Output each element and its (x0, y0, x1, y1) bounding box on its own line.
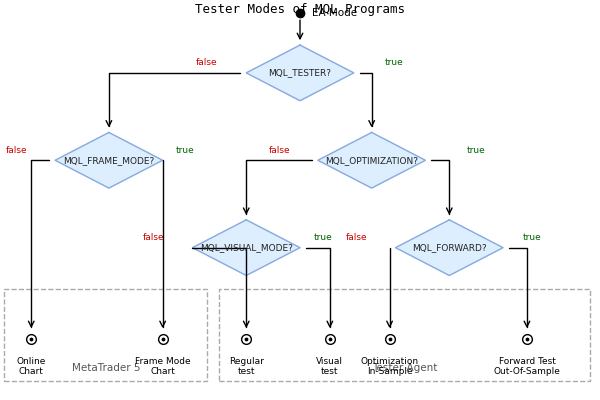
Text: false: false (196, 58, 217, 68)
Text: MQL_FRAME_MODE?: MQL_FRAME_MODE? (63, 156, 155, 165)
Text: Visual
test: Visual test (316, 357, 343, 376)
Text: Forward Test
Out-Of-Sample: Forward Test Out-Of-Sample (494, 357, 560, 376)
Polygon shape (55, 132, 163, 188)
Polygon shape (193, 220, 300, 276)
Text: MQL_FORWARD?: MQL_FORWARD? (412, 243, 487, 252)
Text: false: false (5, 146, 27, 155)
Text: true: true (467, 146, 485, 155)
Text: MQL_VISUAL_MODE?: MQL_VISUAL_MODE? (200, 243, 293, 252)
Text: MQL_OPTIMIZATION?: MQL_OPTIMIZATION? (325, 156, 418, 165)
Text: Tester Modes of MQL Programs: Tester Modes of MQL Programs (195, 3, 405, 16)
Text: Optimization
In-Sample: Optimization In-Sample (361, 357, 419, 376)
Text: true: true (176, 146, 195, 155)
Text: true: true (313, 233, 332, 242)
Text: MetaTrader 5: MetaTrader 5 (71, 363, 140, 373)
Text: MQL_TESTER?: MQL_TESTER? (269, 68, 331, 77)
Polygon shape (318, 132, 425, 188)
Text: true: true (523, 233, 541, 242)
Text: Frame Mode
Chart: Frame Mode Chart (135, 357, 190, 376)
Text: false: false (143, 233, 164, 242)
Text: EA Mode: EA Mode (312, 8, 357, 18)
Polygon shape (395, 220, 503, 276)
Text: true: true (385, 58, 403, 68)
Text: Tester Agent: Tester Agent (372, 363, 437, 373)
Text: false: false (268, 146, 290, 155)
Text: false: false (346, 233, 368, 242)
Text: Online
Chart: Online Chart (17, 357, 46, 376)
Polygon shape (246, 45, 354, 101)
Text: Regular
test: Regular test (229, 357, 263, 376)
